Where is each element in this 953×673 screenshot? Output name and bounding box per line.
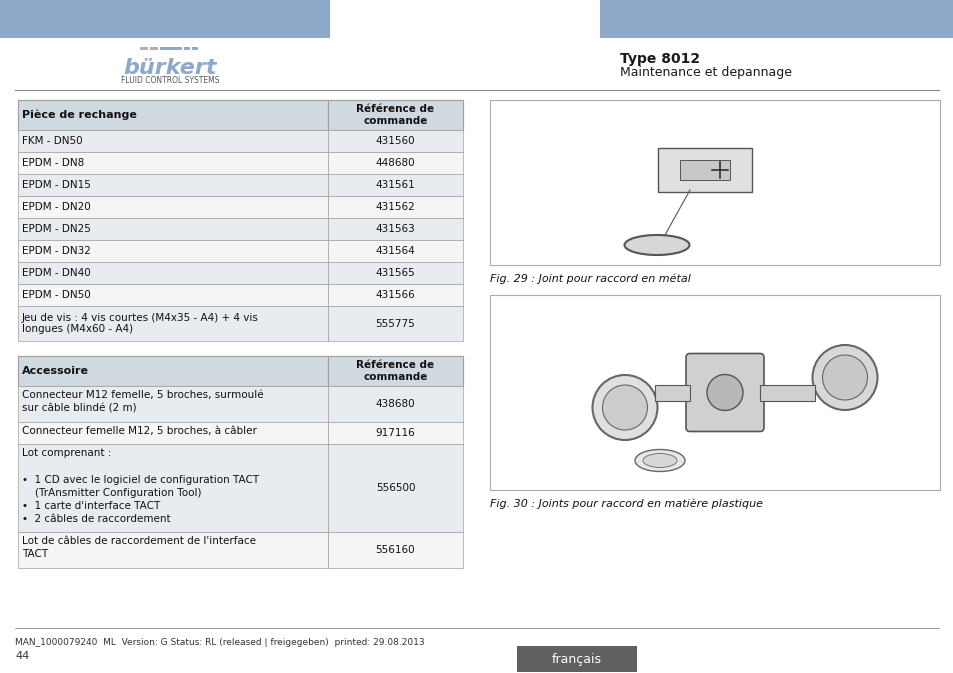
Text: FLUID CONTROL SYSTEMS: FLUID CONTROL SYSTEMS <box>121 76 219 85</box>
Bar <box>18 532 328 568</box>
Text: 556160: 556160 <box>375 545 415 555</box>
Text: Fig. 29 : Joint pour raccord en métal: Fig. 29 : Joint pour raccord en métal <box>490 274 690 284</box>
Bar <box>192 47 198 50</box>
Ellipse shape <box>821 355 866 400</box>
Text: Connecteur femelle M12, 5 broches, à câbler: Connecteur femelle M12, 5 broches, à câb… <box>22 426 256 436</box>
Text: Fig. 30 : Joints pour raccord en matière plastique: Fig. 30 : Joints pour raccord en matière… <box>490 499 762 509</box>
Bar <box>18 262 328 284</box>
Ellipse shape <box>635 450 684 472</box>
Bar <box>517 646 637 672</box>
Text: EPDM - DN8: EPDM - DN8 <box>22 158 84 168</box>
Bar <box>328 444 462 532</box>
Bar <box>328 422 462 444</box>
Text: 556500: 556500 <box>375 483 415 493</box>
Bar <box>18 240 328 262</box>
Text: 431563: 431563 <box>375 224 415 234</box>
Text: 431566: 431566 <box>375 290 415 300</box>
Bar <box>150 47 158 50</box>
Bar <box>328 356 462 386</box>
Bar <box>328 284 462 306</box>
Text: Lot comprenant :

•  1 CD avec le logiciel de configuration TACT
    (TrAnsmitte: Lot comprenant : • 1 CD avec le logiciel… <box>22 448 259 524</box>
Bar <box>328 240 462 262</box>
Bar <box>18 444 328 532</box>
Bar <box>160 47 182 50</box>
Bar <box>18 422 328 444</box>
Circle shape <box>706 374 742 411</box>
FancyBboxPatch shape <box>658 148 751 192</box>
Text: Pièce de rechange: Pièce de rechange <box>22 110 136 120</box>
Bar <box>599 0 953 38</box>
Text: 555775: 555775 <box>375 318 415 328</box>
Bar <box>328 130 462 152</box>
Text: EPDM - DN20: EPDM - DN20 <box>22 202 91 212</box>
Bar <box>18 284 328 306</box>
Bar <box>490 100 939 265</box>
Bar <box>18 100 462 130</box>
Text: bürkert: bürkert <box>123 58 216 78</box>
Text: EPDM - DN50: EPDM - DN50 <box>22 290 91 300</box>
Bar <box>18 174 328 196</box>
Text: Référence de
commande: Référence de commande <box>356 361 435 382</box>
Ellipse shape <box>812 345 877 410</box>
FancyBboxPatch shape <box>685 353 763 431</box>
Ellipse shape <box>624 235 689 255</box>
Text: EPDM - DN40: EPDM - DN40 <box>22 268 91 278</box>
Bar <box>140 47 148 50</box>
Text: 917116: 917116 <box>375 428 415 438</box>
Ellipse shape <box>602 385 647 430</box>
Bar <box>18 356 328 386</box>
Bar <box>0 0 330 38</box>
Text: FKM - DN50: FKM - DN50 <box>22 136 83 146</box>
Bar <box>328 386 462 422</box>
Bar <box>328 262 462 284</box>
Ellipse shape <box>592 375 657 440</box>
Text: Connecteur M12 femelle, 5 broches, surmoulé
sur câble blindé (2 m): Connecteur M12 femelle, 5 broches, surmo… <box>22 390 263 413</box>
Bar <box>18 356 462 386</box>
Text: 431560: 431560 <box>375 136 415 146</box>
Text: 431564: 431564 <box>375 246 415 256</box>
Text: EPDM - DN15: EPDM - DN15 <box>22 180 91 190</box>
Bar <box>328 306 462 341</box>
Bar <box>18 306 328 341</box>
Bar <box>679 160 729 180</box>
Text: 44: 44 <box>15 651 30 661</box>
Bar <box>18 218 328 240</box>
Text: Jeu de vis : 4 vis courtes (M4x35 - A4) + 4 vis
longues (M4x60 - A4): Jeu de vis : 4 vis courtes (M4x35 - A4) … <box>22 313 258 334</box>
Text: Lot de câbles de raccordement de l'interface
TACT: Lot de câbles de raccordement de l'inter… <box>22 536 255 559</box>
Bar <box>328 218 462 240</box>
Bar <box>655 384 689 400</box>
Bar <box>18 100 328 130</box>
Text: 431565: 431565 <box>375 268 415 278</box>
Bar <box>328 100 462 130</box>
Bar <box>18 130 328 152</box>
Bar <box>328 532 462 568</box>
Text: 448680: 448680 <box>375 158 415 168</box>
Ellipse shape <box>642 454 677 468</box>
Bar <box>18 386 328 422</box>
Bar <box>760 384 814 400</box>
Bar <box>328 152 462 174</box>
Bar <box>328 174 462 196</box>
Text: Type 8012: Type 8012 <box>619 52 700 66</box>
Text: Accessoire: Accessoire <box>22 366 89 376</box>
Text: Maintenance et depannage: Maintenance et depannage <box>619 66 791 79</box>
Text: Référence de
commande: Référence de commande <box>356 104 435 126</box>
Text: 431561: 431561 <box>375 180 415 190</box>
Text: 438680: 438680 <box>375 399 415 409</box>
Text: EPDM - DN25: EPDM - DN25 <box>22 224 91 234</box>
Bar <box>328 196 462 218</box>
Text: EPDM - DN32: EPDM - DN32 <box>22 246 91 256</box>
Bar <box>18 152 328 174</box>
Text: français: français <box>552 653 601 666</box>
Bar <box>18 196 328 218</box>
Bar <box>490 295 939 490</box>
Bar <box>184 47 190 50</box>
Text: 431562: 431562 <box>375 202 415 212</box>
Text: MAN_1000079240  ML  Version: G Status: RL (released | freigegeben)  printed: 29.: MAN_1000079240 ML Version: G Status: RL … <box>15 638 424 647</box>
